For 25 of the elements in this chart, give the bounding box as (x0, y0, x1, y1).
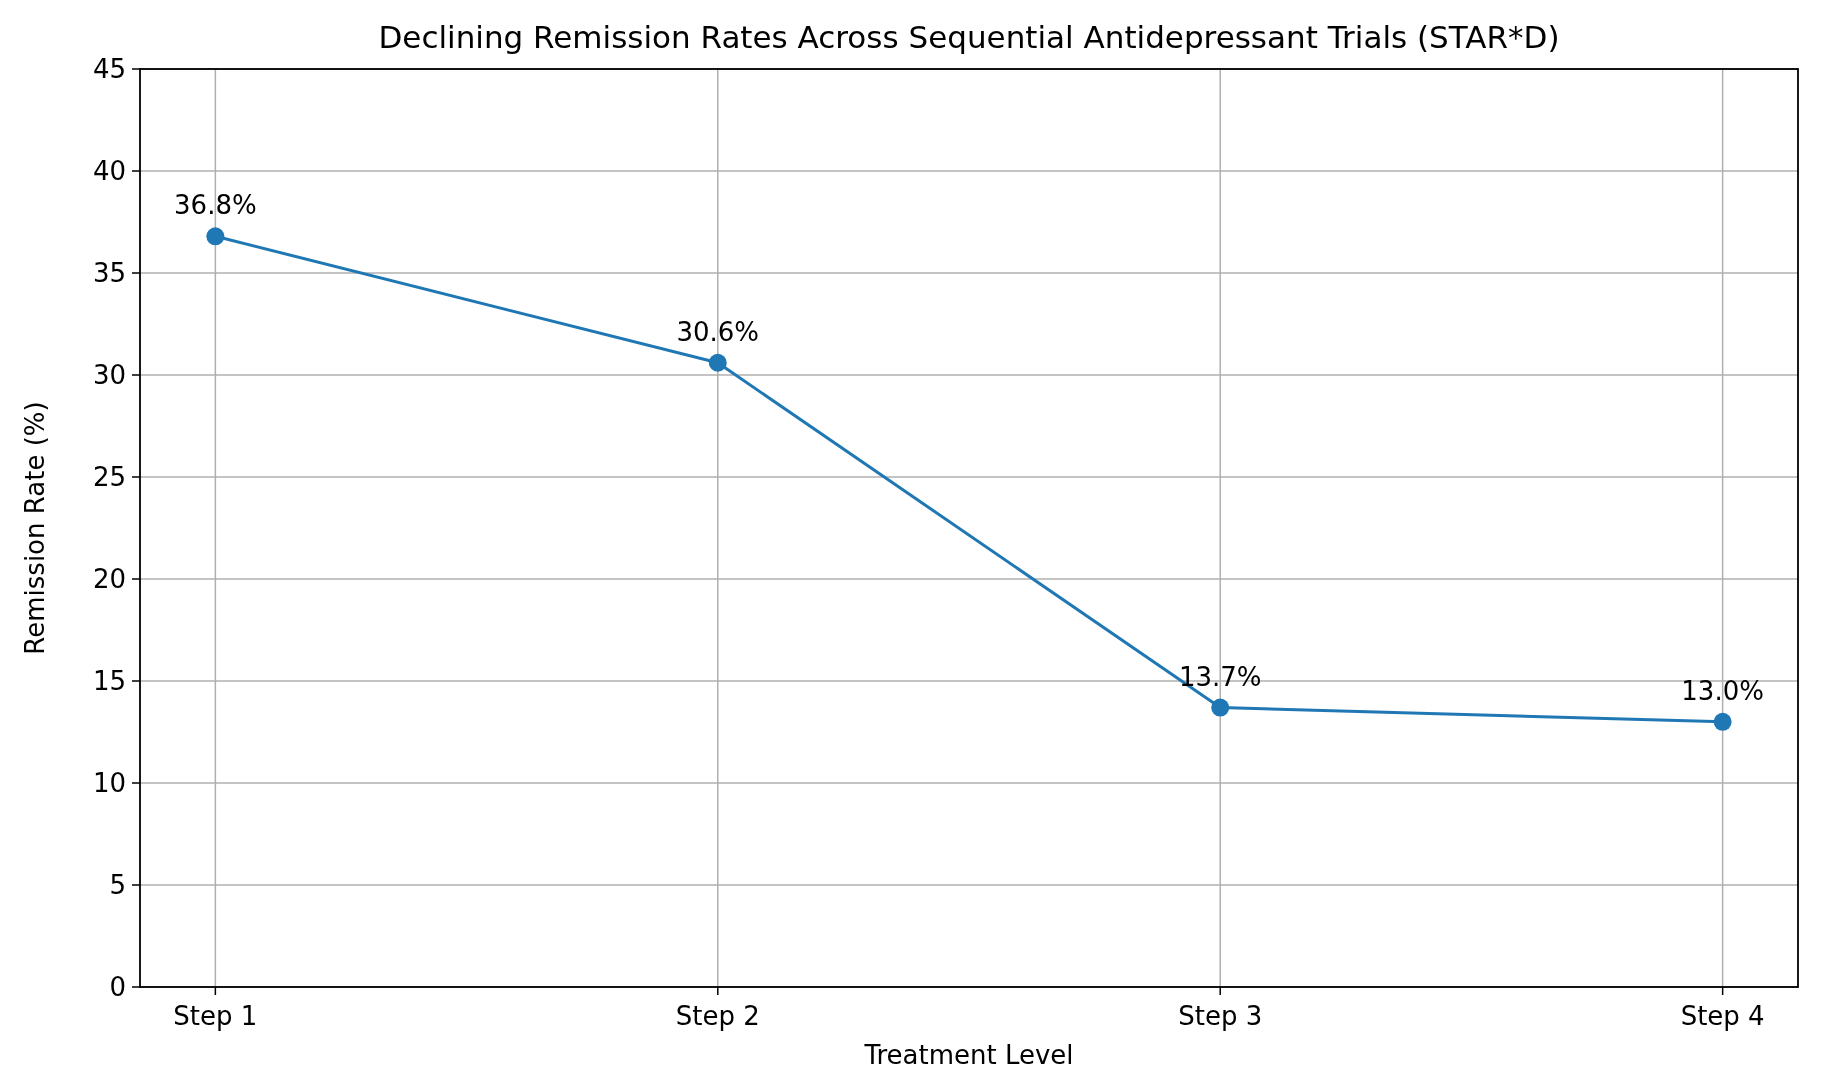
data-label: 36.8% (174, 190, 257, 221)
point (1211, 698, 1230, 717)
y-tick-label: 35 (92, 258, 126, 289)
y-tick-label: 45 (92, 54, 126, 85)
data-label: 13.0% (1681, 675, 1764, 706)
y-tick-label: 10 (92, 768, 126, 799)
point (206, 227, 225, 246)
y-tick-label: 30 (92, 360, 126, 391)
chart-title: Declining Remission Rates Across Sequential Antidepressant Trials (STAR*D) (378, 19, 1560, 55)
y-tick-label: 0 (109, 972, 126, 1003)
data-label: 13.7% (1178, 661, 1262, 692)
x-tick-label: Step 4 (1680, 1001, 1765, 1031)
x-tick-label: Step 2 (675, 1001, 760, 1031)
x-tick-label: Step 3 (1178, 1001, 1263, 1031)
y-tick-label: 20 (92, 564, 126, 595)
x-axis-title: Treatment Level (863, 1040, 1074, 1070)
point (708, 353, 727, 372)
y-tick-label: 25 (92, 462, 126, 493)
data-label: 30.6% (676, 316, 760, 347)
y-tick-label: 15 (92, 666, 126, 697)
x-tick-label: Step 1 (173, 1001, 258, 1031)
point (1713, 712, 1732, 731)
y-tick-label: 40 (92, 156, 126, 187)
y-tick-label: 5 (109, 870, 126, 901)
y-axis-title: Remission Rate (%) (20, 401, 50, 655)
